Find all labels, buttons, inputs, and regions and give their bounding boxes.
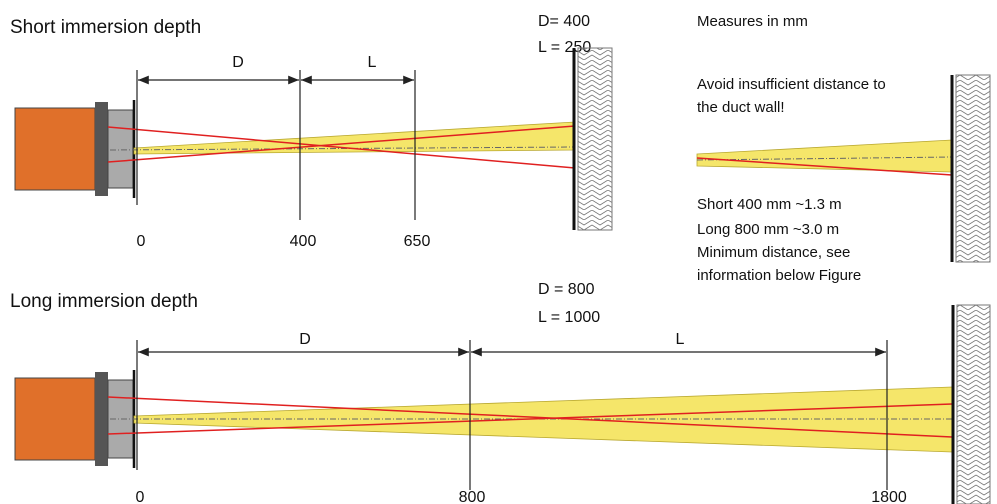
centerline	[696, 156, 953, 161]
red-line	[107, 125, 576, 163]
mount	[107, 109, 134, 189]
wall	[577, 47, 613, 231]
dim-label: L	[676, 331, 685, 348]
centerline	[109, 146, 576, 151]
position-label: 650	[404, 233, 431, 250]
d-value: D = 800	[538, 281, 595, 298]
mount	[107, 379, 134, 459]
info: Minimum distance, see	[697, 244, 850, 261]
flange	[95, 372, 108, 466]
long-section: Long immersion depth D = 800 L = 1000 D …	[10, 281, 991, 504]
flange	[95, 102, 108, 196]
l-value: L = 1000	[538, 309, 600, 326]
units: Measures in mm	[697, 13, 808, 30]
wall	[956, 304, 991, 504]
dim-label: D	[232, 54, 244, 71]
info: Long 800 mm ~3.0 m	[697, 221, 839, 238]
red-line	[107, 126, 576, 169]
wall	[955, 74, 991, 263]
dim-label: D	[299, 331, 311, 348]
red-line	[107, 403, 953, 435]
device-body	[14, 377, 96, 461]
info: information below Figure	[697, 267, 861, 284]
red-line	[107, 396, 953, 438]
position-label: 800	[459, 489, 486, 504]
position-label: 0	[136, 489, 145, 504]
section-title: Short immersion depth	[10, 17, 201, 38]
section-title: Long immersion depth	[10, 291, 198, 312]
info: Short 400 mm ~1.3 m	[697, 196, 842, 213]
d-value: D= 400	[538, 13, 590, 30]
red-line	[696, 157, 953, 176]
position-label: 400	[290, 233, 317, 250]
position-label: 0	[137, 233, 146, 250]
short-section: Short immersion depth D= 400 L = 250 D L…	[10, 13, 613, 250]
note: Measures in mm Avoid insufficient distan…	[696, 13, 991, 284]
position-label: 1800	[871, 489, 907, 504]
device-body	[14, 107, 96, 191]
warning: the duct wall!	[697, 99, 785, 116]
dim-label: L	[368, 54, 377, 71]
warning: Avoid insufficient distance to	[697, 76, 886, 93]
